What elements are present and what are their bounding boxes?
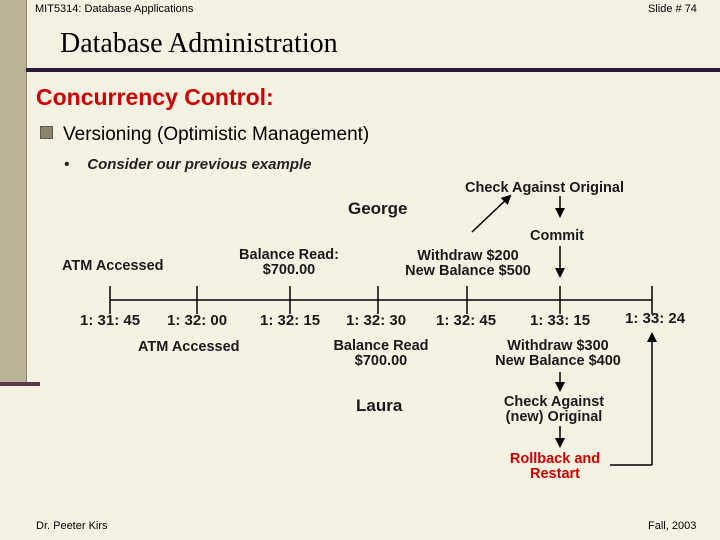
laura-label: Laura [356, 396, 403, 415]
laura-balance-read: Balance Read $700.00 [322, 339, 440, 369]
footer-author: Dr. Peeter Kirs [36, 520, 108, 532]
laura-balance-read-line1: Balance Read [333, 338, 429, 354]
george-balance-read: Balance Read: $700.00 [232, 248, 346, 278]
laura-withdraw: Withdraw $300 New Balance $400 [485, 339, 631, 369]
laura-rollback-restart: Rollback and Restart [495, 452, 615, 482]
bullet-item: Versioning (Optimistic Management) [40, 124, 369, 146]
george-balance-read-line1: Balance Read: [239, 247, 339, 263]
laura-check-line1: Check Against [503, 394, 605, 410]
left-accent-foot [0, 382, 40, 386]
sub-bullet-item: • Consider our previous example [64, 156, 312, 173]
time-label-2: 1: 32: 00 [167, 312, 228, 329]
time-label-6: 1: 33: 15 [530, 312, 591, 329]
george-balance-read-line2: $700.00 [262, 262, 316, 278]
laura-balance-read-line2: $700.00 [354, 353, 408, 369]
bullet-text: Versioning (Optimistic Management) [63, 124, 370, 145]
bullet-square-icon [40, 126, 53, 139]
time-label-7: 1: 33: 24 [625, 310, 686, 327]
laura-rollback-line1: Rollback and [509, 451, 601, 467]
check-original-arrow [471, 194, 512, 233]
george-withdraw: Withdraw $200 New Balance $500 [398, 249, 538, 279]
left-accent-bar [0, 0, 26, 382]
footer-term: Fall, 2003 [648, 520, 697, 532]
george-label: George [348, 199, 408, 218]
laura-atm-accessed: ATM Accessed [138, 339, 240, 355]
laura-check-line2: (new) Original [505, 409, 603, 425]
laura-withdraw-line1: Withdraw $300 [507, 338, 609, 354]
section-title: Concurrency Control: [36, 84, 274, 110]
title-rule [26, 68, 720, 72]
sub-bullet-text: Consider our previous example [87, 156, 312, 173]
time-label-3: 1: 32: 15 [260, 312, 321, 329]
laura-check-new-original: Check Against (new) Original [492, 395, 616, 425]
page-title: Database Administration [60, 28, 338, 59]
commit-label: Commit [530, 228, 584, 244]
course-name: MIT5314: Database Applications [35, 3, 194, 15]
time-label-4: 1: 32: 30 [346, 312, 407, 329]
george-atm-accessed: ATM Accessed [62, 258, 164, 274]
laura-withdraw-line2: New Balance $400 [495, 353, 621, 369]
laura-rollback-line2: Restart [530, 466, 580, 482]
slide-number: Slide # 74 [648, 3, 697, 15]
george-withdraw-line1: Withdraw $200 [417, 248, 519, 264]
sub-bullet-marker: • [64, 156, 70, 173]
time-label-1: 1: 31: 45 [80, 312, 141, 329]
check-against-original-label: Check Against Original [465, 180, 624, 196]
time-label-5: 1: 32: 45 [436, 312, 497, 329]
left-accent-divider [26, 0, 27, 382]
george-withdraw-line2: New Balance $500 [405, 263, 531, 279]
